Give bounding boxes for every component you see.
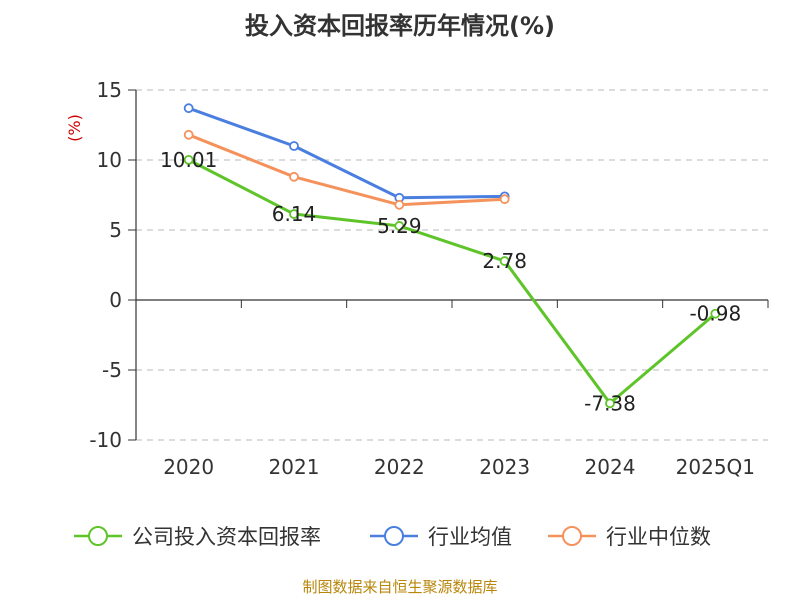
- legend-label-2: 行业中位数: [606, 525, 711, 549]
- data-labels: 10.01 6.14 5.29 2.78 -7.38 -0.98: [160, 148, 741, 415]
- data-label-2023: 2.78: [482, 249, 527, 273]
- y-axis-unit-label: (%): [65, 114, 84, 142]
- x-tick-label-2025Q1: 2025Q1: [676, 455, 755, 479]
- x-tick-label-2021: 2021: [269, 455, 320, 479]
- series-0-point-2020: [183, 154, 194, 165]
- data-label-2022: 5.29: [377, 214, 422, 238]
- series-0-point-2025Q1: [710, 308, 721, 319]
- y-tick-labels: 15 10 5 0 -5 -10: [89, 78, 122, 452]
- series-lines: [183, 103, 721, 409]
- series-0-point-2021: [289, 209, 299, 219]
- data-label-2020: 10.01: [160, 148, 217, 172]
- series-1-point-2021: [289, 141, 299, 151]
- data-label-2025Q1: -0.98: [689, 302, 741, 326]
- y-tick-label-5: 5: [109, 218, 122, 242]
- series-0-point-2023: [499, 256, 510, 266]
- legend-label-1: 行业均值: [428, 525, 512, 549]
- x-tick-label-2023: 2023: [479, 455, 530, 479]
- series-2-point-2021: [289, 171, 299, 182]
- legend: 公司投入资本回报率 行业均值 行业中位数: [74, 525, 711, 549]
- y-tick-label-15: 15: [97, 78, 122, 102]
- y-tick-label-10: 10: [97, 148, 122, 172]
- legend-label-0: 公司投入资本回报率: [132, 525, 321, 549]
- axes: [128, 89, 769, 441]
- series-2-point-2020: [183, 129, 194, 140]
- series-2-point-2023: [499, 194, 510, 205]
- data-label-2021: 6.14: [272, 202, 317, 226]
- series-0-point-2024: [605, 398, 615, 409]
- chart-title: 投入资本回报率历年情况(%): [245, 12, 555, 40]
- x-tick-label-2022: 2022: [374, 455, 425, 479]
- series-line-1: [188, 106, 505, 200]
- y-tick-label--5: -5: [102, 358, 122, 382]
- legend-marker-0: [88, 526, 108, 546]
- data-label-2024: -7.38: [584, 391, 636, 415]
- series-2-point-2022: [394, 199, 405, 210]
- series-line-0: [187, 158, 717, 405]
- x-tick-labels: 2020 2021 2022 2023 2024 2025Q1: [163, 455, 755, 479]
- series-1-point-2020: [183, 103, 194, 114]
- x-tick-label-2020: 2020: [163, 455, 214, 479]
- legend-marker-2: [562, 526, 582, 546]
- series-line-2: [188, 133, 505, 207]
- data-source-note: 制图数据来自恒生聚源数据库: [302, 578, 497, 596]
- y-tick-label--10: -10: [89, 428, 122, 452]
- grid-lines: [136, 89, 768, 441]
- legend-marker-1: [384, 526, 404, 546]
- y-tick-label-0: 0: [109, 288, 122, 312]
- x-tick-label-2024: 2024: [585, 455, 636, 479]
- series-0-point-2022: [394, 221, 405, 231]
